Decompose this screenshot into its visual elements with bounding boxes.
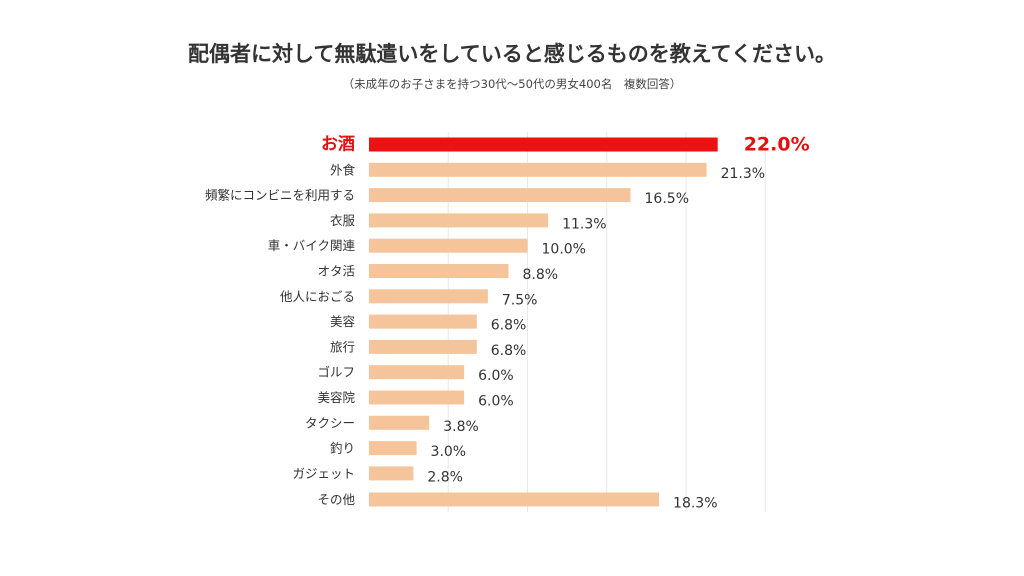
category-label: タクシー: [305, 415, 355, 430]
value-label: 3.0%: [431, 444, 467, 460]
category-label: 外食: [330, 162, 356, 177]
value-label: 18.3%: [673, 496, 717, 512]
category-label: ガジェット: [292, 466, 355, 481]
bar: [369, 188, 631, 203]
bar: [369, 441, 417, 456]
category-label: オタ活: [317, 264, 355, 279]
category-label: 頻繁にコンビニを利用する: [205, 188, 355, 203]
bar: [369, 492, 660, 507]
value-label: 21.3%: [721, 166, 765, 182]
category-label: その他: [317, 492, 355, 507]
category-label: 釣り: [330, 441, 355, 456]
chart-subtitle: （未成年のお子さまを持つ30代〜50代の男女400名 複数回答）: [342, 77, 682, 91]
category-label: 衣服: [330, 213, 356, 228]
bar: [369, 415, 430, 430]
value-label: 6.0%: [478, 394, 514, 410]
bar: [369, 264, 509, 278]
value-label: 6.0%: [478, 368, 514, 384]
category-label: ゴルフ: [317, 365, 355, 380]
category-label: 車・バイク関連: [268, 238, 356, 253]
value-label: 16.5%: [645, 191, 689, 207]
value-label: 10.0%: [542, 242, 586, 258]
value-label: 6.8%: [491, 343, 527, 359]
value-label: 8.8%: [522, 267, 558, 283]
value-label: 7.5%: [502, 292, 538, 308]
bar: [369, 238, 528, 253]
bar: [369, 390, 465, 405]
bar: [369, 365, 465, 380]
bar: [369, 339, 477, 354]
bar: [369, 466, 414, 481]
bar: [369, 162, 707, 177]
category-label: 美容院: [317, 390, 355, 405]
category-label: お酒: [321, 134, 355, 155]
category-label: 他人におごる: [280, 289, 355, 304]
bar: [369, 289, 488, 304]
bar: [369, 314, 477, 329]
chart-title: 配偶者に対して無駄遣いをしていると感じるものを教えてください。: [187, 42, 837, 66]
value-label: 6.8%: [491, 318, 527, 334]
value-label: 11.3%: [562, 216, 606, 232]
value-label: 2.8%: [427, 469, 463, 485]
value-label: 22.0%: [744, 134, 810, 156]
bar-highlight: [369, 137, 718, 152]
value-label: 3.8%: [443, 419, 479, 435]
category-label: 美容: [330, 314, 355, 329]
bar: [369, 213, 549, 228]
category-label: 旅行: [330, 339, 355, 354]
